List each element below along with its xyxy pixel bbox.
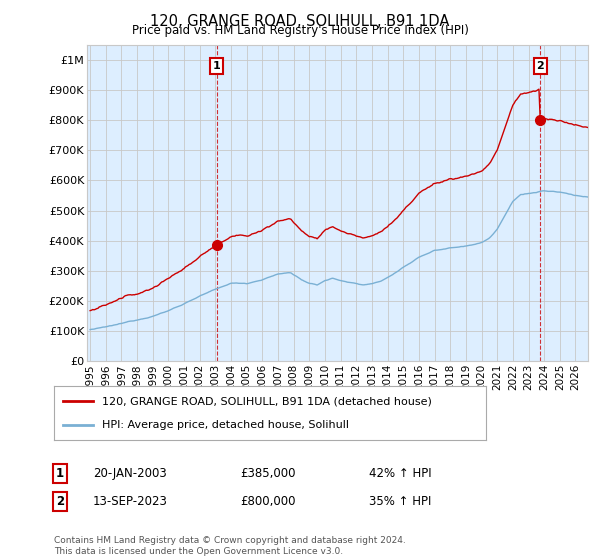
Text: 120, GRANGE ROAD, SOLIHULL, B91 1DA: 120, GRANGE ROAD, SOLIHULL, B91 1DA <box>151 14 449 29</box>
Text: 13-SEP-2023: 13-SEP-2023 <box>93 494 168 508</box>
Text: 2: 2 <box>536 61 544 71</box>
Text: 1: 1 <box>213 61 221 71</box>
Text: £385,000: £385,000 <box>240 466 296 480</box>
Text: 2: 2 <box>56 494 64 508</box>
Text: 35% ↑ HPI: 35% ↑ HPI <box>369 494 431 508</box>
Text: 120, GRANGE ROAD, SOLIHULL, B91 1DA (detached house): 120, GRANGE ROAD, SOLIHULL, B91 1DA (det… <box>101 396 431 407</box>
Text: Price paid vs. HM Land Registry's House Price Index (HPI): Price paid vs. HM Land Registry's House … <box>131 24 469 37</box>
Text: 42% ↑ HPI: 42% ↑ HPI <box>369 466 431 480</box>
Text: HPI: Average price, detached house, Solihull: HPI: Average price, detached house, Soli… <box>101 419 349 430</box>
Text: £800,000: £800,000 <box>240 494 296 508</box>
Text: 1: 1 <box>56 466 64 480</box>
Text: 20-JAN-2003: 20-JAN-2003 <box>93 466 167 480</box>
Text: Contains HM Land Registry data © Crown copyright and database right 2024.
This d: Contains HM Land Registry data © Crown c… <box>54 536 406 556</box>
